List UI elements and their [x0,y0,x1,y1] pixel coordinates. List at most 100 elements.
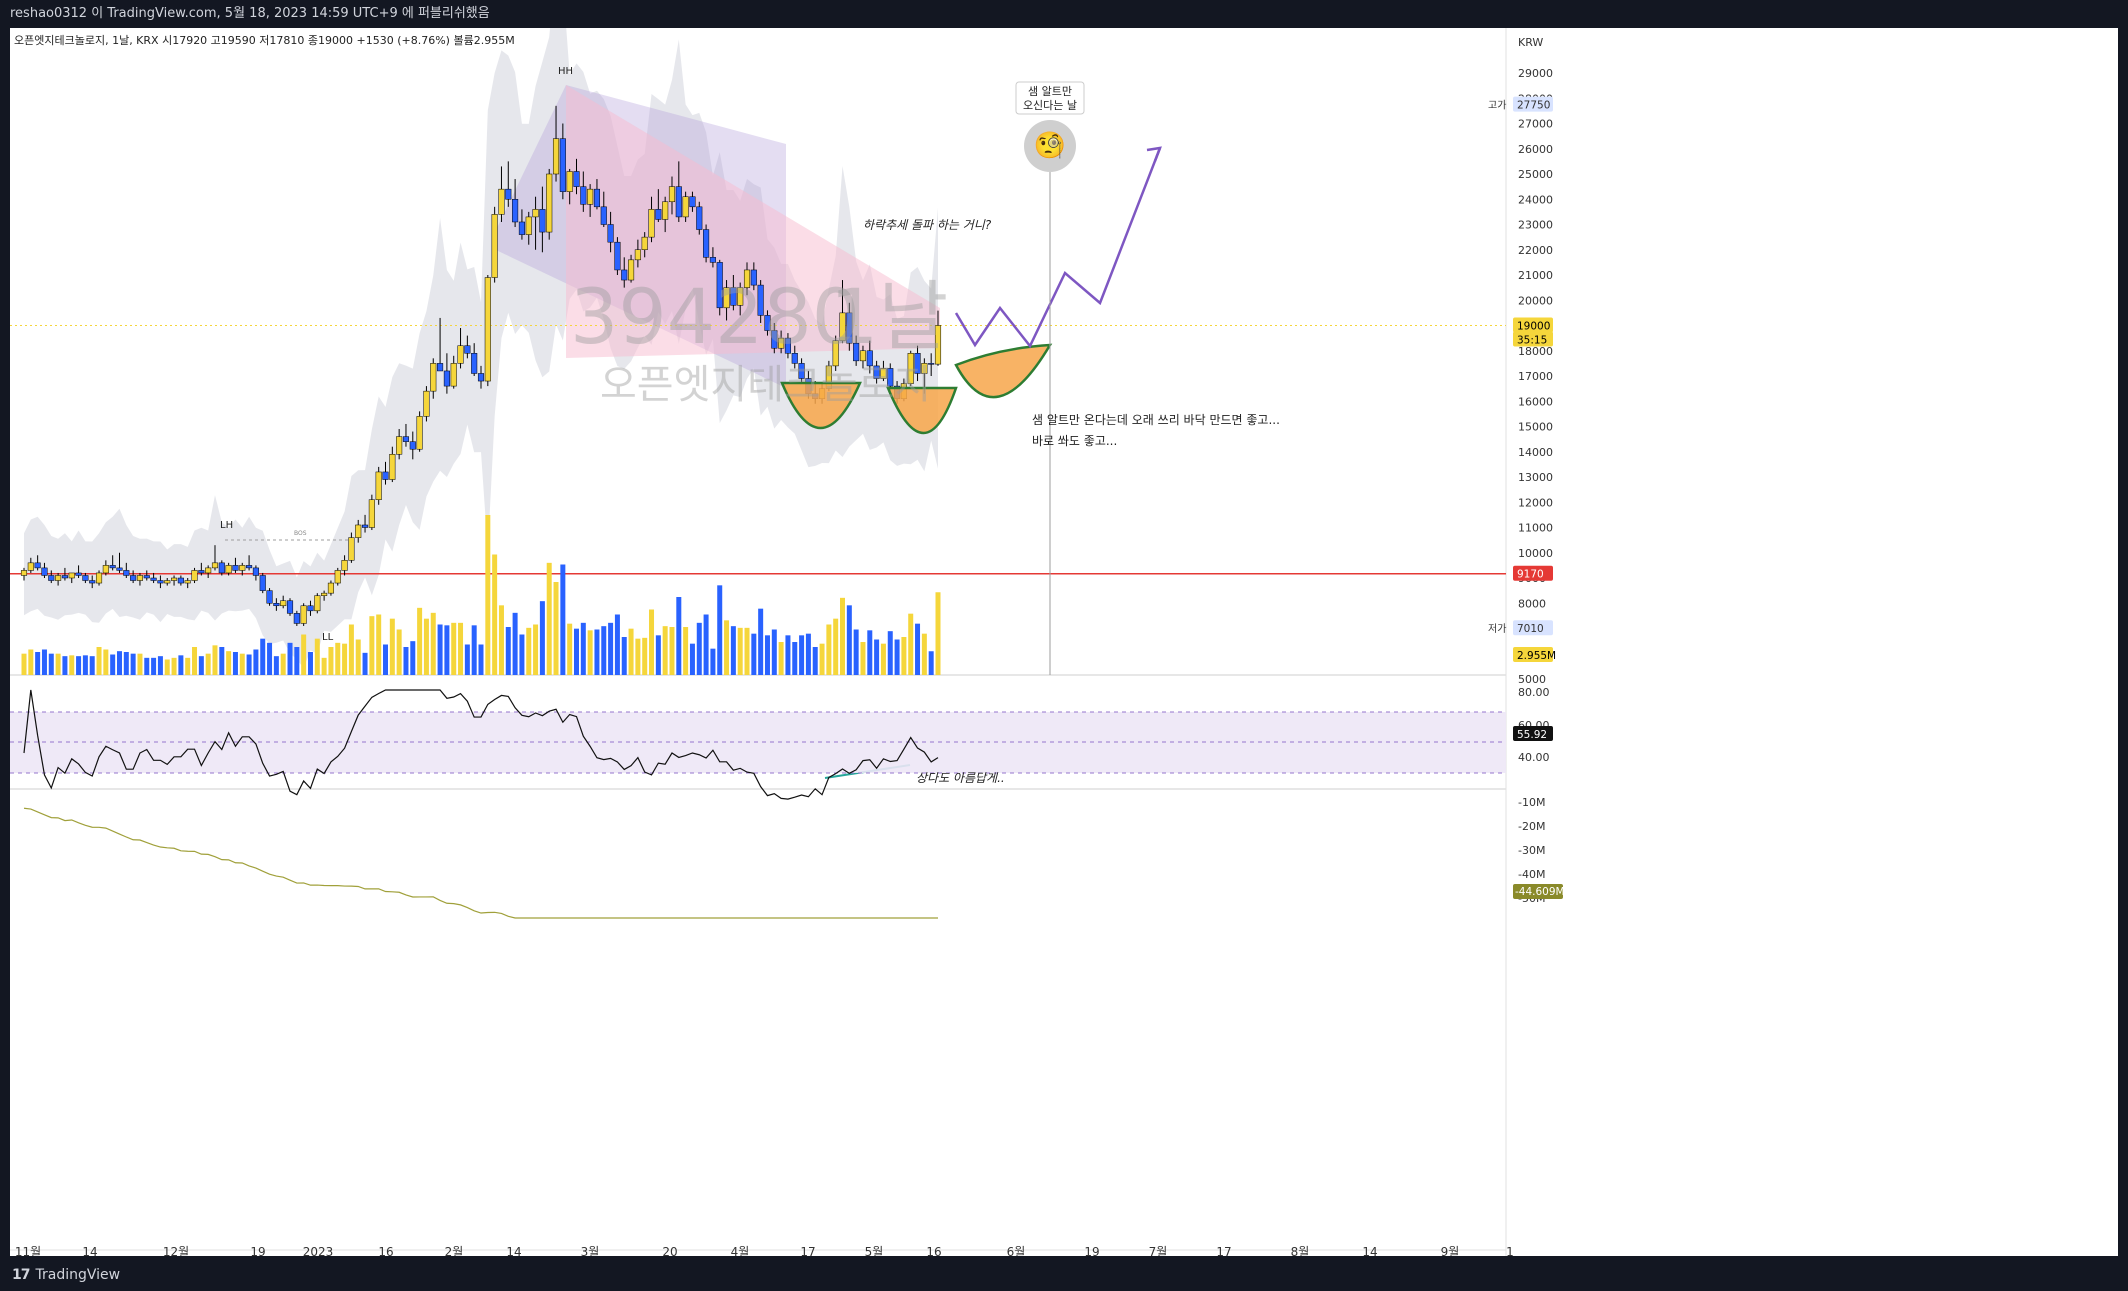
time-tick-label: 9월 [1441,1245,1460,1256]
volume-bar [307,652,313,675]
candle-body [450,363,457,387]
volume-bar [635,638,641,675]
volume-bar [96,647,102,675]
volume-bar [110,654,116,675]
candle-body [177,577,184,584]
candle-body [682,196,689,218]
candle-body [157,580,164,584]
volume-bar [819,643,825,675]
chart-frame[interactable]: 2900028000270002600025000240002300022000… [10,28,2118,1256]
candle-body [859,350,867,362]
candle-body [546,173,553,233]
volume-bar [771,629,777,675]
time-tick-label: 14 [506,1245,521,1256]
event-emoji: 🧐 [1034,131,1066,161]
candle-body [368,499,375,528]
last-price-badge-bg [1513,317,1553,333]
candle-body [580,186,587,205]
time-tick-label: 16 [926,1245,941,1256]
candle-body [416,416,423,450]
oscillator-line [23,807,938,919]
rsi-last-badge-bg [1513,726,1553,741]
volume-bar [478,644,484,675]
candle-body [703,229,710,258]
price-tick-label: 11000 [1518,522,1553,535]
volume-bar [580,622,586,675]
volume-bar [614,614,620,675]
volume-bar [573,628,579,675]
volume-bar [48,653,54,675]
volume-bar [662,626,668,675]
price-tick-label: 10000 [1518,547,1553,560]
candle-body [314,595,321,612]
candle-body [573,171,580,187]
candle-body [880,368,887,379]
volume-bar [28,649,34,675]
volume-bar [232,652,238,675]
price-tick-label: 5000 [1518,673,1546,686]
price-tick-label: 22000 [1518,244,1553,257]
volume-bar [846,605,852,675]
candle-body [832,340,839,367]
price-tick-label: 23000 [1518,219,1553,232]
volume-bar [335,642,341,675]
volume-bar [89,656,95,675]
volume-bar [676,597,682,675]
candle-body [191,570,198,581]
event-marker [1024,120,1076,172]
candle-body [539,209,546,233]
volume-bar [280,653,286,675]
tradingview-logo[interactable]: 17 TradingView [0,1260,120,1291]
candle-body [34,562,41,569]
chart-canvas[interactable]: 2900028000270002600025000240002300022000… [10,28,2118,1256]
candle-body [61,575,68,579]
volume-bar [321,657,327,675]
volume-bar [301,634,307,675]
volume-bar [880,643,886,675]
candle-body [873,365,880,379]
time-tick-label: 3월 [581,1245,600,1256]
volume-bar [437,624,443,675]
volume-bar [273,656,279,675]
volume-badge-bg [1513,647,1553,662]
candle-body [778,337,785,349]
volume-bar [205,653,211,675]
low-value: 7010 [1517,623,1544,635]
volume-bar [853,629,859,675]
candle-body [205,567,212,574]
volume-bar [915,623,921,675]
time-tick-label: 19 [1084,1245,1099,1256]
volume-bar [908,613,914,675]
cup-bottom [886,386,958,434]
candle-body [321,592,328,596]
volume-bar [546,562,552,675]
candle-body [723,287,730,309]
callout-line-2: 오신다는 날 [1023,99,1077,112]
cup-bottom [780,381,862,429]
volume-bar [376,614,382,675]
volume-bar [805,633,811,675]
volume-bar [164,659,170,675]
price-tick-label: 14000 [1518,446,1553,459]
candle-body [532,209,539,218]
candle-body [471,353,478,374]
volume-bar [403,647,409,675]
candle-body [464,345,471,354]
candle-body [341,560,348,571]
candle-body [675,186,682,218]
footer: 17 TradingView [0,1260,2128,1291]
candle-body [307,605,314,612]
candle-body [737,287,744,306]
candle-body [382,471,389,480]
candle-body [743,269,751,288]
projection-path [954,147,1162,349]
volume-bar [710,648,716,675]
label-ll: LL [322,632,334,643]
candle-body [20,570,28,576]
volume-bar [901,637,907,675]
volume-bar [137,653,143,675]
candle-body [286,600,294,614]
candle-body [484,277,491,382]
volume-bar [921,633,927,675]
candle-body [75,572,82,576]
